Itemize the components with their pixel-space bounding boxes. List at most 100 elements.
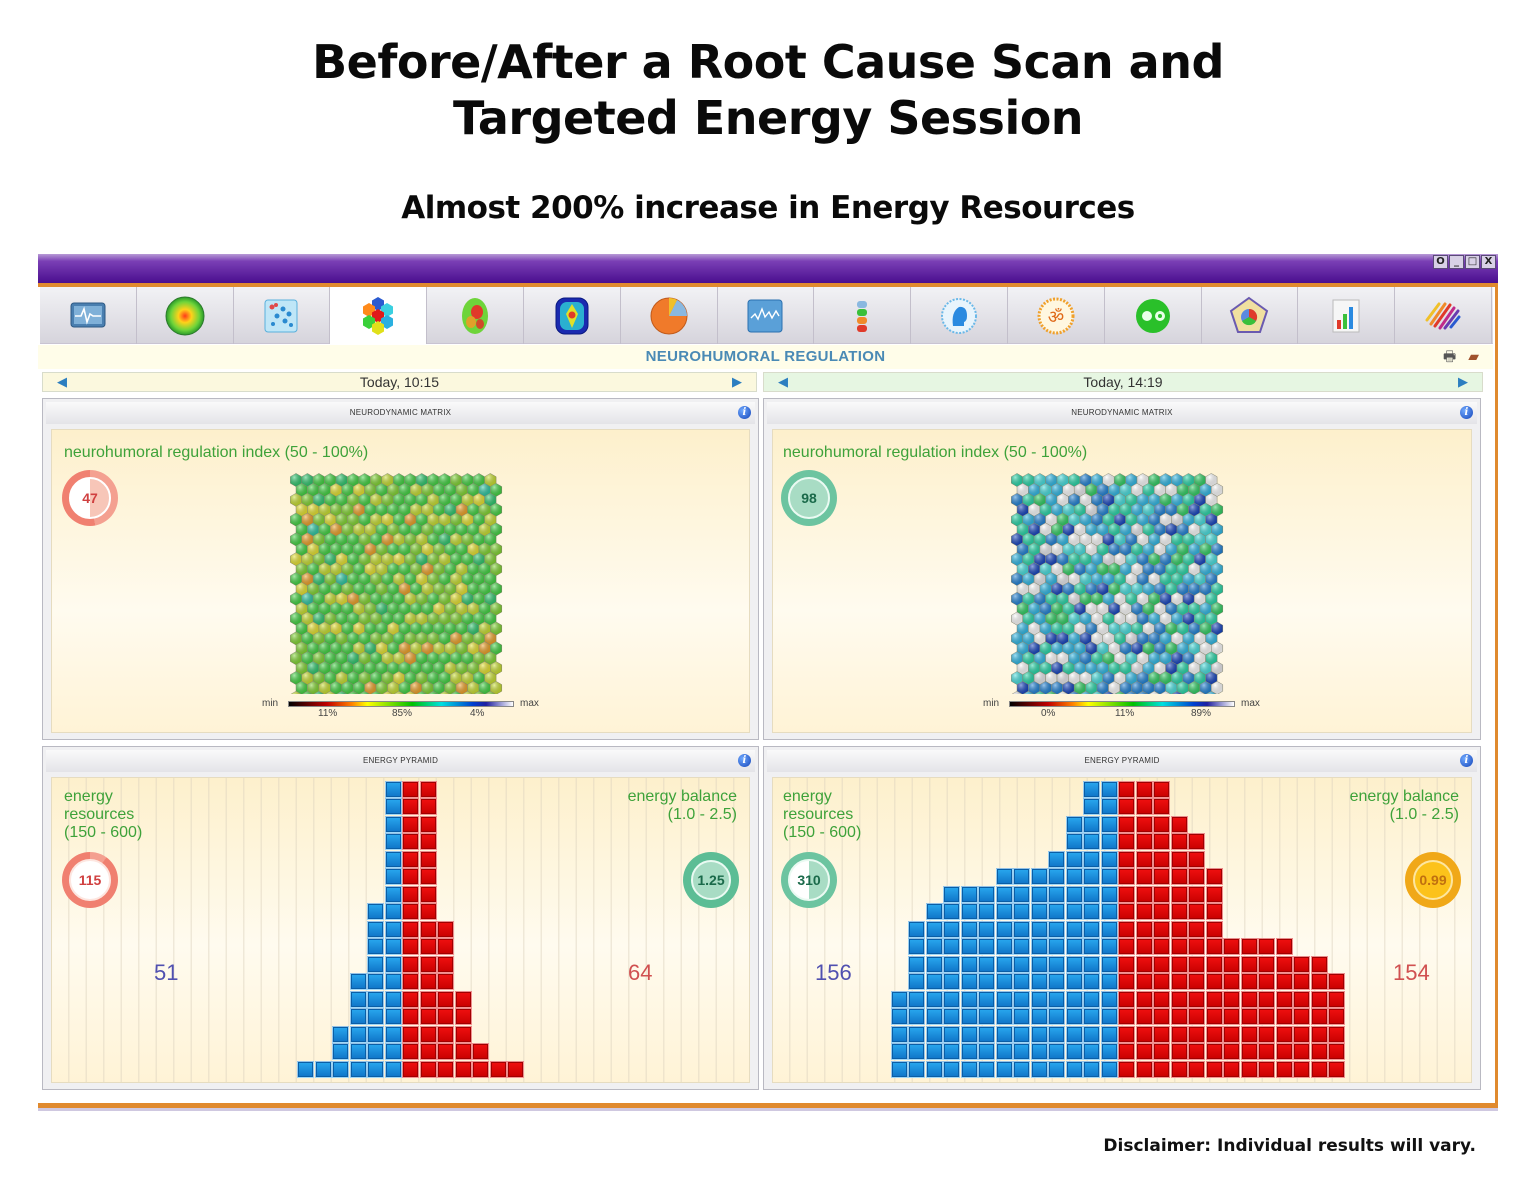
- tab-pie[interactable]: [621, 287, 718, 344]
- pyramid-body: energy resources (150 - 600) 310 energy …: [772, 777, 1472, 1083]
- pyramid-cell-red: [1118, 833, 1135, 850]
- tab-stripes[interactable]: [1395, 287, 1492, 344]
- pyramid-cell-red: [1153, 920, 1170, 938]
- pyramid-cell-red: [1135, 780, 1153, 798]
- pyramid-cell-blue: [1030, 1043, 1048, 1060]
- pyramid-cell-blue: [925, 955, 943, 973]
- pyramid-cell-red: [1135, 1008, 1153, 1025]
- window-titlebar[interactable]: O _ □ X: [38, 254, 1498, 283]
- prev-arrow-icon[interactable]: ◀: [778, 374, 788, 389]
- info-icon[interactable]: i: [738, 754, 751, 767]
- print-icon[interactable]: 🖶: [1443, 348, 1457, 364]
- pyramid-cell-blue: [925, 990, 943, 1008]
- pyramid-cell-red: [402, 973, 419, 990]
- colorbar-pct-low: 0%: [1041, 708, 1056, 719]
- tab-neurohumoral[interactable]: [330, 287, 428, 344]
- pyramid-cell-red: [1240, 1060, 1258, 1078]
- pyramid-cell-blue: [960, 1043, 978, 1060]
- pyramid-cell-blue: [1083, 955, 1100, 973]
- pyramid-cell-red: [1223, 955, 1240, 973]
- pyramid-cell-blue: [1100, 903, 1118, 920]
- pyramid-cell-red: [1170, 833, 1188, 850]
- before-date-bar: ◀ Today, 10:15 ▶: [42, 372, 757, 392]
- pyramid-cell-blue: [960, 903, 978, 920]
- section-title: NEUROHUMORAL REGULATION: [645, 348, 886, 365]
- pyramid-cell-red: [419, 990, 437, 1008]
- pyramid-cell-blue: [1030, 903, 1048, 920]
- neurodynamic-matrix-grid: [1009, 472, 1239, 715]
- info-icon[interactable]: i: [1460, 406, 1473, 419]
- module-toolbar: ॐ: [40, 287, 1493, 344]
- pentagon-radar-icon: [1230, 296, 1269, 333]
- prev-arrow-icon[interactable]: ◀: [57, 374, 67, 389]
- pyramid-cell-blue: [384, 938, 402, 955]
- pyramid-cell-red: [1293, 955, 1310, 973]
- dot-scatter-icon: [264, 299, 298, 332]
- tab-pentagon[interactable]: [1202, 287, 1299, 344]
- pyramid-cell-red: [1275, 938, 1293, 955]
- minimize-button[interactable]: _: [1449, 255, 1464, 269]
- pyramid-cell-red: [1153, 938, 1170, 955]
- section-header: NEUROHUMORAL REGULATION 🖶 ▰: [38, 345, 1493, 369]
- pyramid-cell-blue: [1083, 1060, 1100, 1078]
- tab-thermal[interactable]: [524, 287, 621, 344]
- pyramid-cell-red: [402, 780, 419, 798]
- tab-brain[interactable]: [427, 287, 524, 344]
- pyramid-cell-blue: [1065, 833, 1083, 850]
- pyramid-cell-red: [1223, 973, 1240, 990]
- pyramid-cell-blue: [890, 1025, 908, 1043]
- tab-chakra[interactable]: [814, 287, 912, 344]
- pyramid-cell-red: [1205, 1025, 1223, 1043]
- pyramid-cell-red: [1258, 1060, 1275, 1078]
- after-matrix-panel: NEURODYNAMIC MATRIX i neurohumoral regula…: [763, 398, 1481, 740]
- pyramid-cell-blue: [1065, 903, 1083, 920]
- pyramid-cell-red: [1223, 990, 1240, 1008]
- book-icon[interactable]: ▰: [1468, 348, 1479, 364]
- tab-ecg[interactable]: [40, 287, 137, 344]
- pyramid-cell-blue: [978, 1008, 995, 1025]
- tab-bars[interactable]: [1298, 287, 1396, 344]
- next-arrow-icon[interactable]: ▶: [1458, 374, 1468, 389]
- close-button[interactable]: X: [1481, 255, 1496, 269]
- info-icon[interactable]: i: [1460, 754, 1473, 767]
- pyramid-cell-blue: [1083, 815, 1100, 833]
- tab-scatter[interactable]: [234, 287, 331, 344]
- settings-button[interactable]: O: [1433, 255, 1448, 269]
- maximize-button[interactable]: □: [1465, 255, 1480, 269]
- pyramid-cell-red: [437, 920, 454, 938]
- pyramid-cell-red: [1240, 1025, 1258, 1043]
- tab-sphere[interactable]: [137, 287, 234, 344]
- tab-yinyang[interactable]: [1105, 287, 1202, 344]
- pyramid-cell-red: [1135, 903, 1153, 920]
- pyramid-cell-red: [454, 1025, 472, 1043]
- pyramid-cell-blue: [978, 885, 995, 903]
- pyramid-cell-blue: [1083, 920, 1100, 938]
- pyramid-cell-blue: [1100, 850, 1118, 868]
- pyramid-cell-red: [1310, 990, 1328, 1008]
- pyramid-cell-blue: [925, 938, 943, 955]
- info-icon[interactable]: i: [738, 406, 751, 419]
- pyramid-cell-blue: [943, 885, 960, 903]
- panel-title: ENERGY PYRAMID: [362, 756, 439, 765]
- pyramid-cell-blue: [1065, 885, 1083, 903]
- colorbar-min: min: [262, 698, 279, 709]
- pyramid-cell-red: [1170, 938, 1188, 955]
- pyramid-cell-red: [1153, 973, 1170, 990]
- ecg-monitor-icon: [70, 302, 106, 327]
- tab-head[interactable]: [911, 287, 1008, 344]
- pyramid-cell-red: [1293, 1060, 1310, 1078]
- tab-om[interactable]: ॐ: [1008, 287, 1105, 344]
- pyramid-cell-red: [419, 780, 437, 798]
- pyramid-cell-blue: [1048, 1043, 1065, 1060]
- pyramid-cell-red: [507, 1060, 524, 1078]
- pyramid-cell-blue: [960, 1025, 978, 1043]
- panel-title: NEURODYNAMIC MATRIX: [349, 408, 452, 417]
- pyramid-cell-blue: [1048, 1060, 1065, 1078]
- pyramid-cell-red: [402, 850, 419, 868]
- next-arrow-icon[interactable]: ▶: [732, 374, 742, 389]
- pyramid-cell-red: [1153, 1008, 1170, 1025]
- energy-resources-label: energy resources (150 - 600): [64, 788, 143, 841]
- pyramid-cell-red: [454, 1043, 472, 1060]
- brain-map-icon: [462, 297, 489, 334]
- tab-waveform[interactable]: [718, 287, 815, 344]
